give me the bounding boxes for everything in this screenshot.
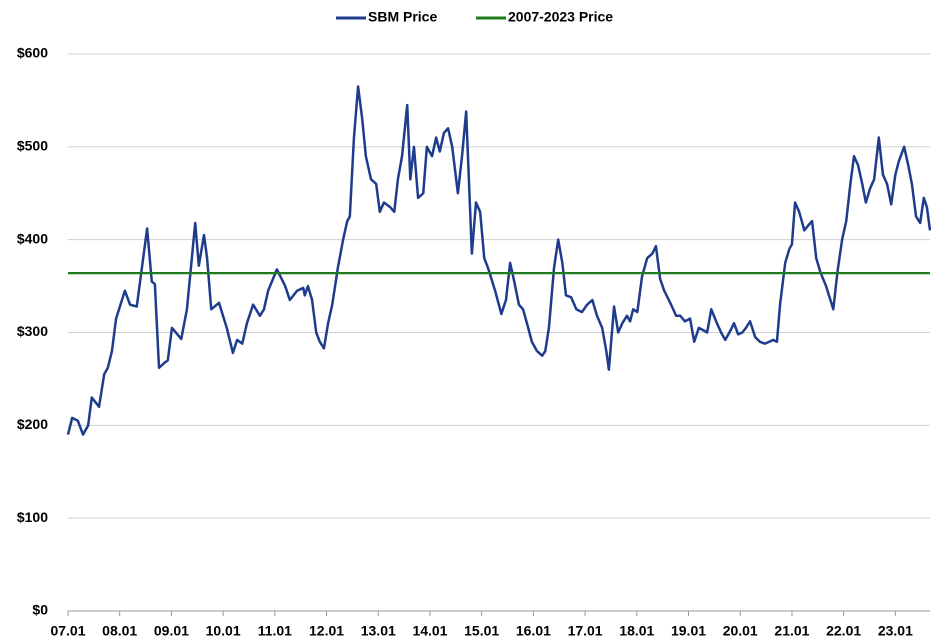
y-tick-label: $200 (17, 416, 48, 432)
series-line (66, 85, 931, 436)
x-tick-label: 19.01 (671, 623, 706, 639)
legend-label: SBM Price (368, 9, 437, 25)
x-tick-label: 18.01 (619, 623, 654, 639)
y-tick-label: $0 (32, 602, 48, 618)
x-tick-label: 07.01 (50, 623, 85, 639)
y-tick-label: $400 (17, 230, 48, 246)
x-tick-label: 13.01 (361, 623, 396, 639)
y-tick-label: $500 (17, 138, 48, 154)
x-tick-label: 20.01 (723, 623, 758, 639)
y-tick-label: $100 (17, 509, 48, 525)
x-tick-label: 09.01 (154, 623, 189, 639)
x-tick-label: 14.01 (412, 623, 447, 639)
x-tick-label: 10.01 (206, 623, 241, 639)
y-tick-label: $300 (17, 323, 48, 339)
x-tick-label: 23.01 (878, 623, 913, 639)
x-tick-label: 15.01 (464, 623, 499, 639)
x-tick-label: 11.01 (258, 623, 292, 639)
x-tick-label: 21.01 (774, 623, 809, 639)
x-tick-label: 16.01 (516, 623, 551, 639)
x-tick-label: 08.01 (102, 623, 137, 639)
legend-label: 2007-2023 Price (508, 9, 613, 25)
x-tick-label: 17.01 (568, 623, 603, 639)
y-tick-label: $600 (17, 45, 48, 61)
x-tick-label: 22.01 (826, 623, 861, 639)
x-tick-label: 12.01 (309, 623, 344, 639)
